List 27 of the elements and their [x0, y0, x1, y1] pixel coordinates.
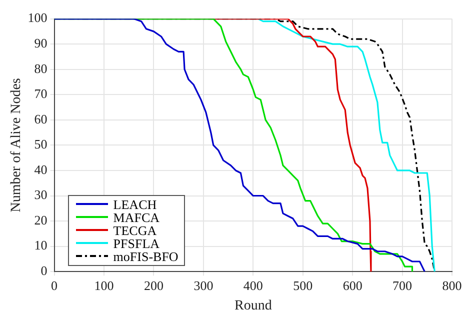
y-axis-title: Number of Alive Nodes [9, 78, 24, 212]
legend-label: LEACH [113, 196, 157, 212]
x-tick-label: 800 [442, 278, 462, 293]
y-tick-label: 50 [34, 136, 48, 152]
x-axis-title: Round [234, 298, 272, 314]
y-tick-label: 10 [34, 238, 48, 253]
legend-label: moFIS-BFO [113, 248, 178, 264]
y-tick-label: 100 [28, 10, 48, 26]
x-tick-label: 200 [144, 278, 164, 293]
y-tick-label: 80 [34, 60, 48, 76]
x-tick-label: 400 [243, 278, 263, 293]
y-tick-label: 40 [34, 162, 48, 177]
legend-label: PFSFLA [113, 236, 160, 251]
legend-label: MAFCA [113, 210, 160, 225]
x-tick-label: 700 [392, 278, 412, 293]
x-tick-label: 500 [293, 278, 313, 293]
y-tick-label: 60 [34, 111, 48, 126]
x-tick-label: 300 [194, 278, 214, 293]
y-tick-label: 20 [34, 212, 48, 228]
x-tick-label: 600 [342, 278, 362, 293]
legend-label: TECGA [113, 222, 157, 238]
y-tick-label: 0 [40, 263, 48, 278]
y-tick-label: 90 [34, 36, 48, 50]
y-tick-label: 30 [34, 187, 48, 202]
x-tick-label: 0 [51, 278, 58, 293]
x-tick-label: 100 [94, 278, 114, 293]
y-tick-label: 70 [34, 86, 48, 102]
